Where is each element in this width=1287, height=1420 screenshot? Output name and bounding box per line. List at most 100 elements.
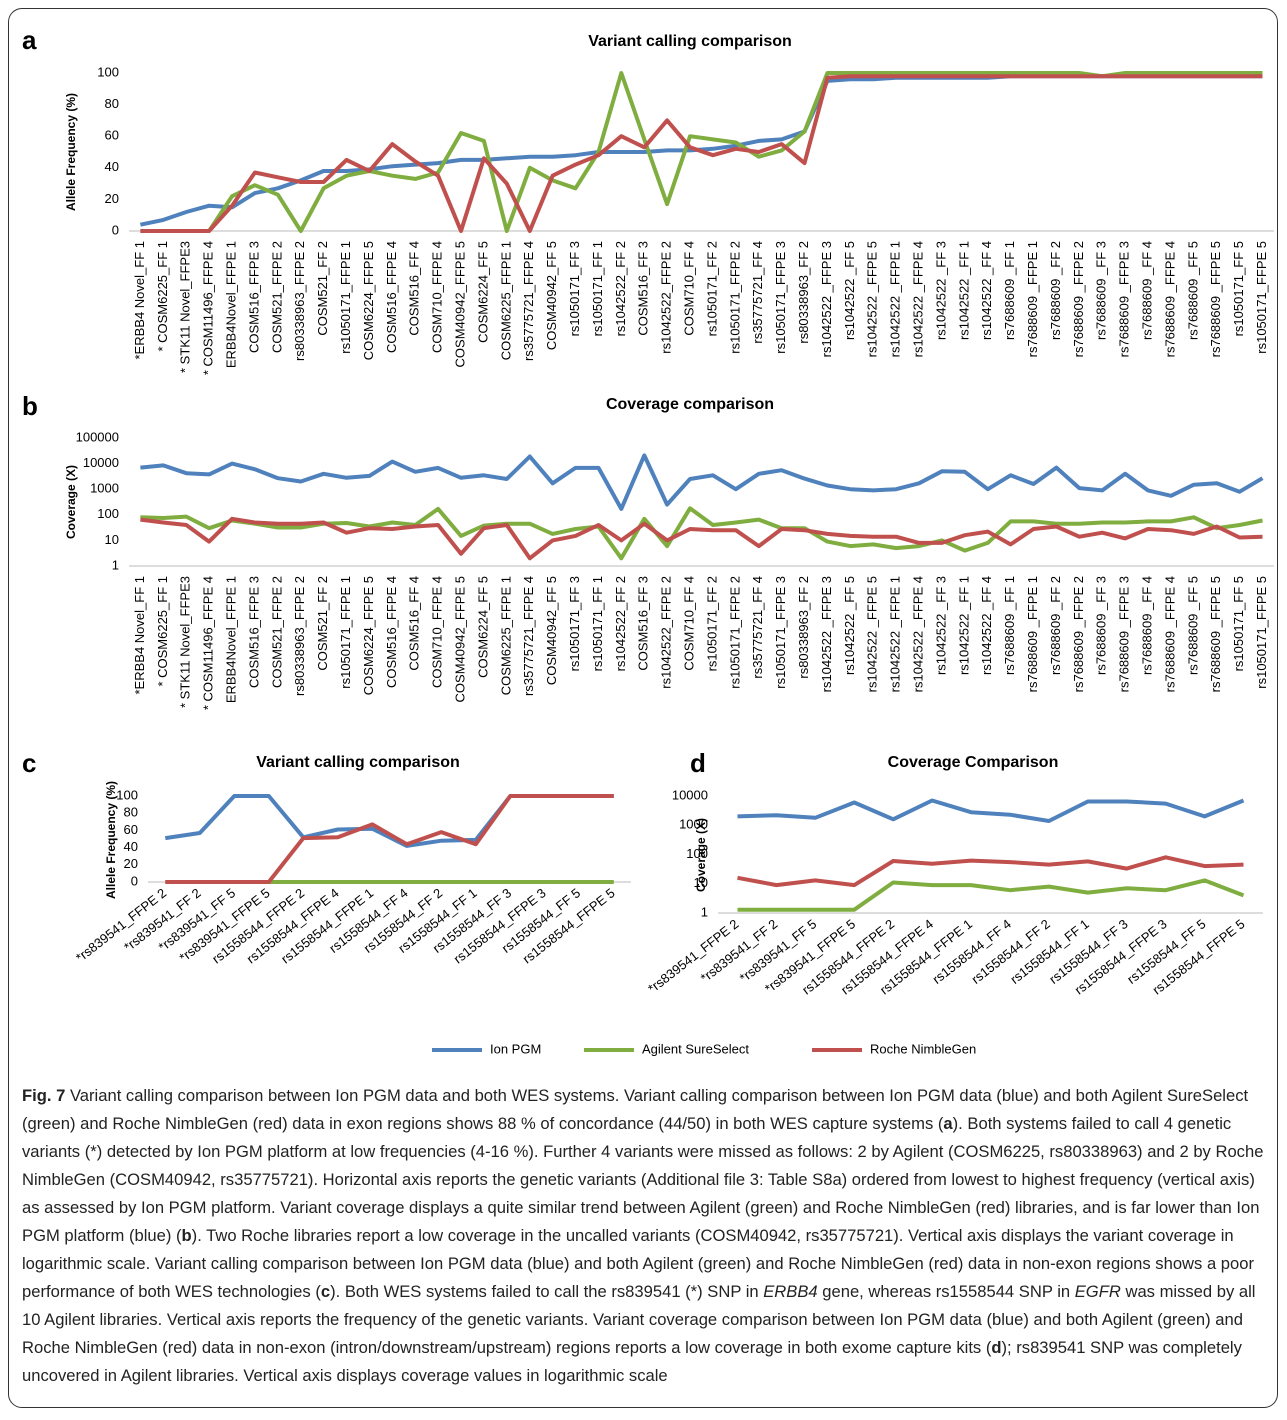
x-tick-label: rs1042522 _FF 1 xyxy=(956,241,971,340)
x-tick-label: rs1050171_FF 3 xyxy=(567,241,582,336)
x-tick-label: rs1050171_FFPE 5 xyxy=(1254,576,1269,689)
x-tick-label: rs1050171_FFPE 5 xyxy=(1254,241,1269,354)
x-tick-label: rs1042522 _FFPE 1 xyxy=(888,576,903,692)
x-tick-label: COSM516_FFPE 4 xyxy=(384,241,399,353)
y-tick-label: 1000 xyxy=(90,481,119,496)
x-tick-label: COSM6224_FFPE 5 xyxy=(361,576,376,695)
series-line xyxy=(140,74,1263,233)
y-tick-label: 60 xyxy=(105,128,119,143)
x-tick-label: * STK11 Novel_FFPE3 xyxy=(178,576,193,708)
x-tick-label: rs1050171_FF 1 xyxy=(590,241,605,336)
y-tick-label: 40 xyxy=(105,159,119,174)
x-tick-label: COSM516_FF 4 xyxy=(407,241,422,336)
x-tick-label: COSM516_FF 3 xyxy=(636,241,651,336)
x-tick-label: COSM40942_FFPE 5 xyxy=(452,576,467,702)
x-tick-label: rs35775721_FF 4 xyxy=(750,576,765,679)
x-tick-label: rs1042522 _FFPE 5 xyxy=(865,241,880,357)
series-line xyxy=(165,794,614,884)
caption-ref: d xyxy=(991,1338,1002,1357)
x-tick-label: COSM521_FFPE 2 xyxy=(269,576,284,688)
x-tick-label: rs1042522_FFPE 2 xyxy=(659,576,674,689)
series-line xyxy=(737,878,1245,912)
x-tick-label: COSM521_FFPE 2 xyxy=(269,241,284,353)
y-tick-label: 20 xyxy=(124,856,138,871)
x-tick-label: ERBB4Novel_FFPE 1 xyxy=(223,241,238,368)
x-tick-label: rs7688609 _FF 1 xyxy=(1002,241,1017,340)
x-tick-label: rs35775721_FFPE 4 xyxy=(521,576,536,696)
x-tick-label: rs7688609 _FFPE 2 xyxy=(1071,576,1086,692)
x-tick-label: rs7688609 _FF 4 xyxy=(1139,576,1154,675)
y-tick-label: 0 xyxy=(112,222,119,237)
x-tick-label: rs1042522 _FF 3 xyxy=(933,576,948,675)
y-tick-label: 1 xyxy=(112,557,119,572)
x-tick-label: ERBB4Novel_FFPE 1 xyxy=(223,576,238,703)
x-tick-label: COSM6224_FF 5 xyxy=(475,576,490,678)
y-tick-label: 0 xyxy=(131,873,138,888)
x-tick-label: rs1050171_FF 3 xyxy=(567,576,582,671)
y-tick-label: 100000 xyxy=(76,429,119,444)
charts: Variant calling comparison a Allele Freque… xyxy=(22,25,1274,1056)
gene: EGFR xyxy=(1074,1282,1121,1301)
x-tick-label: COSM6225_FFPE 1 xyxy=(498,576,513,695)
x-tick-label: rs7688609 _FF 5 xyxy=(1185,576,1200,675)
x-tick-label: rs80338963_FF 2 xyxy=(796,576,811,679)
y-axis-label: Coverage (X) xyxy=(64,465,78,539)
y-tick-label: 10000 xyxy=(672,787,708,802)
y-tick-label: 80 xyxy=(124,805,138,820)
legend-label: Roche NimbleGen xyxy=(870,1041,976,1056)
caption-ref: c xyxy=(320,1282,331,1301)
x-tick-label: COSM516_FF 3 xyxy=(636,576,651,671)
x-tick-label: COSM40942_FF 5 xyxy=(544,576,559,685)
x-tick-label: * COSM11496_FFPE 4 xyxy=(201,576,216,710)
x-tick-label: rs7688609 _FFPE 3 xyxy=(1117,576,1132,692)
caption: Fig. 7 Variant calling comparison betwee… xyxy=(22,1082,1270,1390)
x-tick-label: rs7688609 _FF 3 xyxy=(1094,241,1109,340)
chart-title: Coverage Comparison xyxy=(888,754,1059,771)
x-tick-label: rs1042522_FFPE 2 xyxy=(659,241,674,354)
x-tick-label: rs80338963_FF 2 xyxy=(796,241,811,344)
x-tick-label: COSM710_FFPE 4 xyxy=(430,576,445,688)
x-tick-label: rs1042522 _FF 1 xyxy=(956,576,971,675)
x-tick-label: rs7688609 _FFPE 2 xyxy=(1071,241,1086,357)
y-tick-label: 40 xyxy=(124,839,138,854)
y-tick-label: 10 xyxy=(694,875,708,890)
x-tick-label: rs1050171_FFPE 2 xyxy=(727,576,742,689)
x-tick-label: COSM6224_FF 5 xyxy=(475,241,490,343)
x-tick-label: rs1042522_FF 2 xyxy=(613,576,628,671)
x-tick-label: COSM516_FF 4 xyxy=(407,576,422,671)
x-tick-label: rs1050171_FFPE 3 xyxy=(773,576,788,689)
x-tick-label: rs7688609 _FFPE 1 xyxy=(1025,241,1040,357)
x-tick-label: rs1050171_FF 5 xyxy=(1231,576,1246,671)
caption-text: ). Both WES systems failed to call the r… xyxy=(330,1282,764,1301)
x-tick-label: rs1042522_FF 2 xyxy=(613,241,628,336)
series-line xyxy=(737,798,1245,823)
x-tick-label: * STK11 Novel_FFPE3 xyxy=(178,241,193,373)
series-line xyxy=(737,855,1244,888)
x-tick-label: rs1042522 _FFPE 4 xyxy=(910,576,925,692)
x-tick-label: *ERBB4 Novel_FF 1 xyxy=(132,576,147,695)
x-tick-label: rs1042522 _FF 4 xyxy=(979,241,994,340)
series-line xyxy=(140,453,1264,511)
x-tick-label: rs7688609 _FFPE 5 xyxy=(1208,241,1223,357)
chart-title: Coverage comparison xyxy=(606,396,774,413)
caption-text: ). Two Roche libraries report a low cove… xyxy=(22,1226,1254,1301)
panel-label: a xyxy=(22,25,37,55)
y-tick-label: 100 xyxy=(116,787,138,802)
x-tick-label: rs80338963_FFPE 2 xyxy=(292,241,307,361)
x-tick-label: rs1050171_FF 2 xyxy=(704,241,719,336)
x-tick-label: COSM6224_FFPE 5 xyxy=(361,241,376,360)
x-tick-label: *ERBB4 Novel_FF 1 xyxy=(132,241,147,359)
x-tick-label: rs35775721_FF 4 xyxy=(750,241,765,344)
x-tick-label: rs1042522 _FF 5 xyxy=(842,576,857,675)
x-tick-label: COSM710_FF 4 xyxy=(681,576,696,671)
y-tick-label: 100 xyxy=(97,64,119,79)
x-tick-label: rs1042522 _FFPE 3 xyxy=(819,576,834,692)
legend-label: Agilent SureSelect xyxy=(642,1041,749,1056)
x-tick-label: rs7688609 _FF 2 xyxy=(1048,241,1063,340)
caption-ref: a xyxy=(943,1114,953,1133)
x-tick-label: rs1050171_FFPE 1 xyxy=(338,576,353,689)
x-tick-label: rs1050171_FF 1 xyxy=(590,576,605,671)
x-tick-label: rs1042522 _FF 3 xyxy=(933,241,948,340)
y-tick-label: 1 xyxy=(701,904,708,919)
y-tick-label: 1000 xyxy=(679,817,708,832)
